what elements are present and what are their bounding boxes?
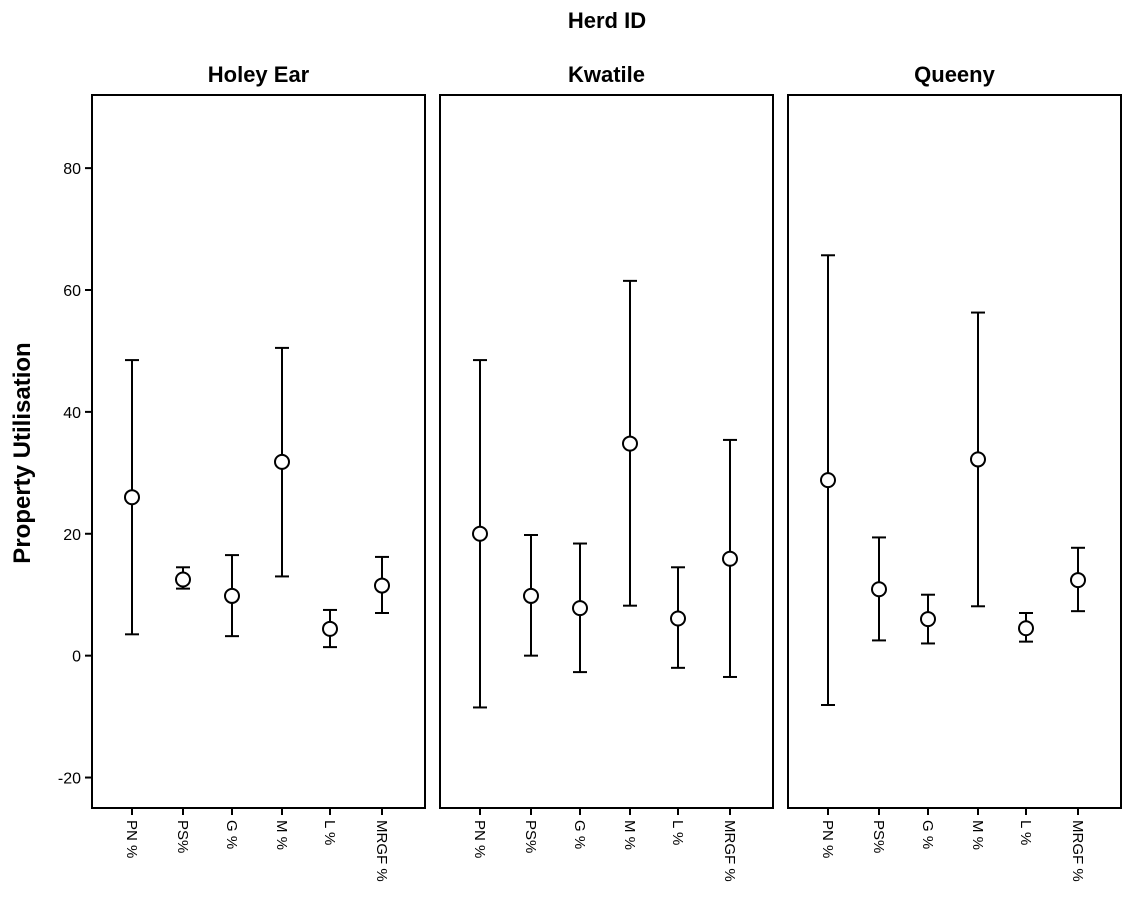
y-tick-label: 20 xyxy=(63,527,81,544)
y-tick-label: 40 xyxy=(63,405,81,422)
panel-queeny: Queeny PN % PS% G % M % L % MRGF % xyxy=(787,62,1122,882)
category-label: PN % xyxy=(819,820,836,858)
mean-point xyxy=(472,525,488,542)
mean-point xyxy=(871,581,887,598)
category-label: M % xyxy=(969,820,986,850)
category-label: PS% xyxy=(174,820,191,853)
panel-title: Holey Ear xyxy=(208,62,310,87)
y-tick-label: 80 xyxy=(63,161,81,178)
mean-point xyxy=(274,453,290,470)
panel-frame xyxy=(439,94,774,809)
category-label: L % xyxy=(1017,820,1034,845)
mean-point xyxy=(722,550,738,567)
panel-title: Queeny xyxy=(914,62,995,87)
y-tick-label: 0 xyxy=(72,649,81,666)
category-label: MRGF % xyxy=(721,820,738,882)
category-label: PN % xyxy=(123,820,140,858)
y-axis-label: Property Utilisation xyxy=(9,342,36,563)
category-label: MRGF % xyxy=(373,820,390,882)
panel-holey-ear: Holey Ear PN % PS% G % M % L % MRGF % xyxy=(91,62,426,882)
panel-frame xyxy=(787,94,1122,809)
y-tick-label: -20 xyxy=(58,771,81,788)
category-label: G % xyxy=(571,820,588,849)
mean-point xyxy=(175,571,191,588)
mean-point xyxy=(322,620,338,637)
panels: Holey Ear PN % PS% G % M % L % MRGF % Kwatile PN… xyxy=(91,62,1122,882)
panel-frame xyxy=(91,94,426,809)
category-label: M % xyxy=(273,820,290,850)
mean-point xyxy=(124,489,140,506)
y-axis: -20 0 20 40 60 80 xyxy=(58,161,92,788)
category-label: MRGF % xyxy=(1069,820,1086,882)
mean-point xyxy=(1070,572,1086,589)
y-tick-label: 60 xyxy=(63,283,81,300)
category-label: L % xyxy=(669,820,686,845)
mean-point xyxy=(224,587,240,604)
panel-kwatile: Kwatile PN % PS% G % M % L % MRGF % xyxy=(439,62,774,882)
category-label: M % xyxy=(621,820,638,850)
mean-point xyxy=(920,611,936,628)
mean-point xyxy=(1018,620,1034,637)
category-label: L % xyxy=(321,820,338,845)
mean-point xyxy=(572,600,588,617)
mean-point xyxy=(374,577,390,594)
panel-title: Kwatile xyxy=(568,62,645,87)
category-label: PN % xyxy=(471,820,488,858)
mean-point xyxy=(622,435,638,452)
chart-title: Herd ID xyxy=(568,8,646,33)
category-label: PS% xyxy=(870,820,887,853)
mean-point xyxy=(820,472,836,489)
category-label: PS% xyxy=(522,820,539,853)
category-label: G % xyxy=(223,820,240,849)
mean-point xyxy=(523,587,539,604)
category-label: G % xyxy=(919,820,936,849)
mean-point xyxy=(970,451,986,468)
mean-point xyxy=(670,610,686,627)
